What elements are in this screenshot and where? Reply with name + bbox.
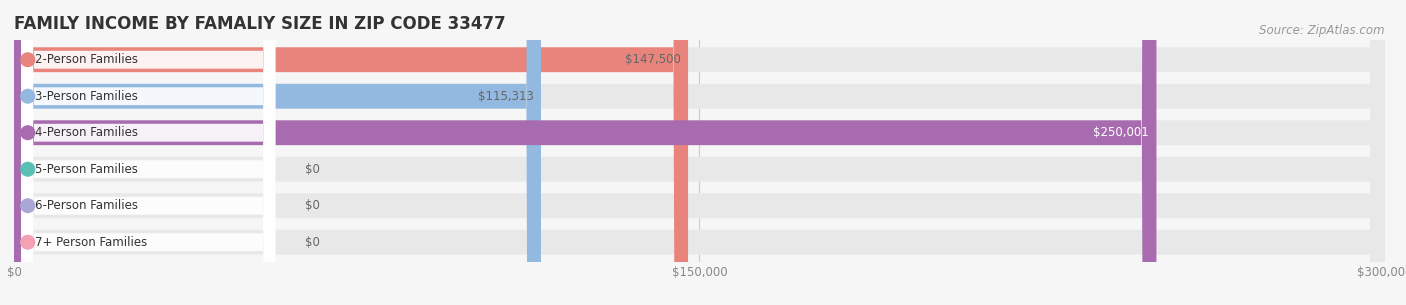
Text: $0: $0 — [305, 236, 321, 249]
FancyBboxPatch shape — [21, 0, 276, 305]
FancyBboxPatch shape — [14, 0, 541, 305]
Ellipse shape — [21, 163, 35, 176]
Text: FAMILY INCOME BY FAMALIY SIZE IN ZIP CODE 33477: FAMILY INCOME BY FAMALIY SIZE IN ZIP COD… — [14, 15, 506, 33]
Text: 7+ Person Families: 7+ Person Families — [35, 236, 148, 249]
FancyBboxPatch shape — [14, 0, 1385, 305]
Text: $250,001: $250,001 — [1094, 126, 1149, 139]
Text: 2-Person Families: 2-Person Families — [35, 53, 138, 66]
FancyBboxPatch shape — [14, 0, 1385, 305]
FancyBboxPatch shape — [21, 0, 276, 305]
Text: $115,313: $115,313 — [478, 90, 533, 103]
FancyBboxPatch shape — [14, 0, 1385, 305]
FancyBboxPatch shape — [14, 0, 688, 305]
Text: 5-Person Families: 5-Person Families — [35, 163, 138, 176]
FancyBboxPatch shape — [14, 0, 1385, 305]
Ellipse shape — [21, 126, 35, 139]
Ellipse shape — [21, 199, 35, 213]
Text: 4-Person Families: 4-Person Families — [35, 126, 138, 139]
Ellipse shape — [21, 53, 35, 66]
Text: 3-Person Families: 3-Person Families — [35, 90, 138, 103]
Ellipse shape — [21, 89, 35, 103]
Text: Source: ZipAtlas.com: Source: ZipAtlas.com — [1260, 23, 1385, 37]
Text: $0: $0 — [305, 199, 321, 212]
FancyBboxPatch shape — [21, 0, 276, 305]
Text: 6-Person Families: 6-Person Families — [35, 199, 138, 212]
FancyBboxPatch shape — [21, 0, 276, 305]
FancyBboxPatch shape — [14, 0, 1157, 305]
FancyBboxPatch shape — [21, 0, 276, 305]
Text: $0: $0 — [305, 163, 321, 176]
FancyBboxPatch shape — [21, 0, 276, 305]
Ellipse shape — [21, 235, 35, 249]
FancyBboxPatch shape — [14, 0, 1385, 305]
Text: $147,500: $147,500 — [624, 53, 681, 66]
FancyBboxPatch shape — [14, 0, 1385, 305]
